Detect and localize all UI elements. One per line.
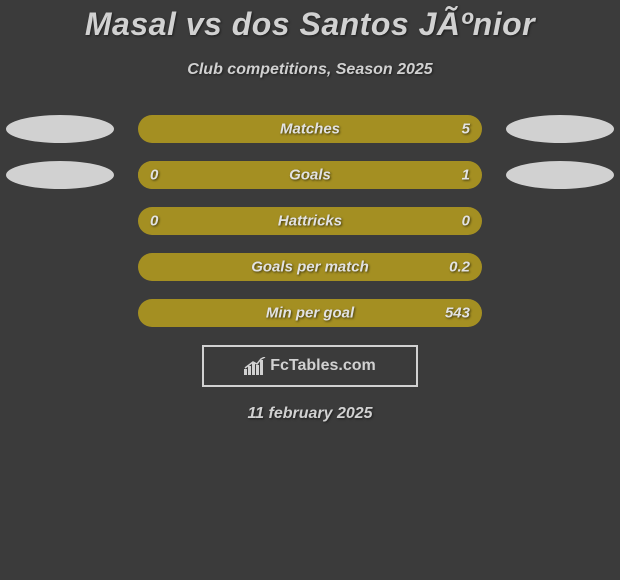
player-left-placeholder <box>6 161 114 189</box>
page-title: Masal vs dos Santos JÃºnior <box>0 6 620 43</box>
stat-row: Min per goal 543 <box>6 299 614 327</box>
empty-slot <box>506 207 614 235</box>
stat-value-right: 0 <box>462 213 470 230</box>
empty-slot <box>6 299 114 327</box>
stat-value-right: 543 <box>445 305 470 322</box>
stat-bar: 0 Goals 1 <box>138 161 482 189</box>
stat-bar: Min per goal 543 <box>138 299 482 327</box>
player-right-placeholder <box>506 115 614 143</box>
source-logo[interactable]: FcTables.com <box>202 345 418 387</box>
stat-value-right: 0.2 <box>449 259 470 276</box>
stat-value-left: 0 <box>150 213 158 230</box>
empty-slot <box>506 299 614 327</box>
subtitle: Club competitions, Season 2025 <box>0 61 620 79</box>
stat-row: Goals per match 0.2 <box>6 253 614 281</box>
stat-label: Goals <box>289 167 331 184</box>
stat-row: 0 Hattricks 0 <box>6 207 614 235</box>
bar-fill-left <box>138 161 200 189</box>
stat-bar: Matches 5 <box>138 115 482 143</box>
player-left-placeholder <box>6 115 114 143</box>
stat-label: Hattricks <box>278 213 342 230</box>
stat-bar: 0 Hattricks 0 <box>138 207 482 235</box>
stat-row: 0 Goals 1 <box>6 161 614 189</box>
stat-label: Min per goal <box>266 305 354 322</box>
stat-row: Matches 5 <box>6 115 614 143</box>
stat-bar: Goals per match 0.2 <box>138 253 482 281</box>
player-right-placeholder <box>506 161 614 189</box>
stat-label: Matches <box>280 121 340 138</box>
stat-value-right: 5 <box>462 121 470 138</box>
empty-slot <box>6 207 114 235</box>
stat-value-right: 1 <box>462 167 470 184</box>
empty-slot <box>6 253 114 281</box>
bar-chart-icon <box>244 357 266 375</box>
empty-slot <box>506 253 614 281</box>
comparison-widget: Masal vs dos Santos JÃºnior Club competi… <box>0 0 620 423</box>
logo-text: FcTables.com <box>270 357 376 375</box>
stat-label: Goals per match <box>251 259 369 276</box>
date-text: 11 february 2025 <box>0 405 620 423</box>
stats-area: Matches 5 0 Goals 1 0 Hattricks 0 Goals per matc… <box>0 115 620 327</box>
stat-value-left: 0 <box>150 167 158 184</box>
